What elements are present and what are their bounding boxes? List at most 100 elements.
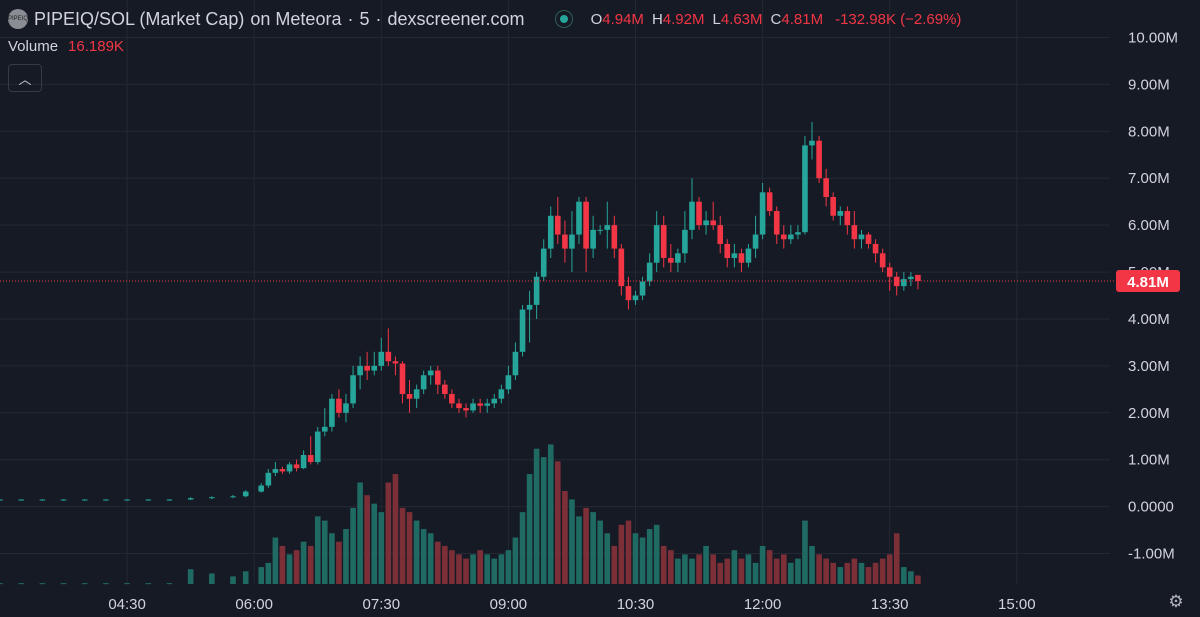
candle-body (703, 220, 709, 226)
volume-bar (329, 533, 335, 584)
volume-bar (660, 545, 667, 584)
candle-body (364, 365, 370, 371)
volume-bar (886, 554, 893, 584)
candle-body (653, 225, 660, 263)
candle-body (660, 225, 667, 258)
volume-bar (830, 562, 836, 584)
exchange-name: on Meteora (250, 8, 342, 29)
volume-bar (738, 558, 745, 584)
volume-bar (632, 533, 639, 584)
candle-body (731, 253, 738, 258)
candle-body (307, 455, 314, 463)
volume-bar (427, 533, 434, 584)
volume-bar (526, 474, 533, 584)
x-tick-label: 13:30 (871, 596, 909, 613)
volume-bar (392, 474, 399, 584)
volume-value: 16.189K (68, 38, 124, 55)
volume-bar (893, 533, 900, 584)
volume-bar (646, 529, 653, 584)
candle-body (385, 351, 392, 362)
candle-body (357, 365, 363, 376)
volume-bar (350, 507, 356, 584)
volume-bar (279, 545, 286, 584)
candle-body (879, 253, 886, 268)
volume-bar (788, 562, 794, 584)
volume-bar (547, 444, 554, 584)
volume-bar (823, 558, 829, 584)
candle-body (300, 455, 307, 469)
x-tick-label: 12:00 (744, 596, 782, 613)
market-status-icon[interactable] (554, 10, 573, 28)
volume-bar (597, 520, 603, 584)
candle-body (406, 394, 413, 399)
volume-bar (865, 567, 872, 584)
candle-body (738, 253, 745, 263)
candle-body (442, 384, 448, 395)
volume-bar (145, 583, 152, 585)
candle-body (378, 351, 385, 366)
candle-body (682, 229, 688, 254)
volume-bar (583, 507, 589, 584)
gear-icon[interactable]: ⚙ (1168, 592, 1184, 611)
volume-bar (569, 499, 575, 584)
volume-bar (519, 512, 526, 584)
volume-bar (653, 524, 660, 584)
volume-bar (265, 562, 272, 584)
low-value: 4.63M (720, 10, 763, 28)
volume-bar (18, 583, 24, 585)
close-label: C (770, 10, 782, 28)
volume-bar (562, 490, 568, 584)
candle-body (717, 225, 724, 244)
candle-body (166, 499, 173, 501)
x-tick-label: 04:30 (108, 596, 146, 613)
volume-bar (60, 583, 67, 585)
last-price-tag (1116, 269, 1180, 292)
candle-body (901, 279, 907, 287)
timeframe-label[interactable]: 5 (359, 8, 370, 29)
candle-body (540, 248, 547, 277)
volume-bar (456, 554, 462, 584)
volume-bar (533, 448, 540, 584)
volume-bar (442, 545, 448, 584)
price-change: -132.98K (−2.69%) (835, 10, 962, 28)
candle-body (554, 215, 561, 235)
volume-bar (449, 550, 455, 584)
candle-body (908, 276, 914, 280)
volume-bar (364, 495, 370, 584)
volume-bar (858, 562, 865, 584)
pair-name: PIPEIQ/SOL (Market Cap) (34, 8, 245, 29)
volume-bar (385, 482, 392, 584)
candle-body (187, 498, 194, 500)
candle-body (258, 485, 265, 492)
candle-body (81, 499, 88, 501)
volume-bar (689, 558, 695, 584)
volume-bar (816, 554, 822, 584)
volume-label: Volume (8, 38, 59, 55)
volume-bar (39, 583, 46, 585)
candle-body (526, 304, 533, 310)
open-label: O (590, 10, 603, 28)
volume-bar (717, 562, 724, 584)
y-tick-label: 2.00M (1128, 405, 1170, 422)
y-tick-label: 3.00M (1128, 358, 1170, 375)
candle-body (230, 496, 236, 498)
candle-body (293, 464, 300, 469)
volume-bar (498, 554, 505, 584)
volume-bar (682, 554, 688, 584)
candle-body (279, 469, 286, 472)
volume-bar (505, 550, 512, 584)
candle-body (420, 375, 427, 390)
candle-body (413, 389, 420, 399)
candle-body (780, 234, 787, 240)
source-label: dexscreener.com (387, 8, 525, 29)
candle-body (675, 253, 681, 263)
volume-legend: Volume 16.189K (8, 38, 124, 55)
volume-bar (307, 545, 314, 584)
volume-bar (230, 576, 236, 584)
candle-body (562, 234, 568, 249)
volume-bar (759, 545, 766, 584)
volume-bar (81, 583, 88, 585)
x-tick-label: 10:30 (617, 596, 655, 613)
collapse-legend-button[interactable]: ︿ (8, 64, 42, 92)
